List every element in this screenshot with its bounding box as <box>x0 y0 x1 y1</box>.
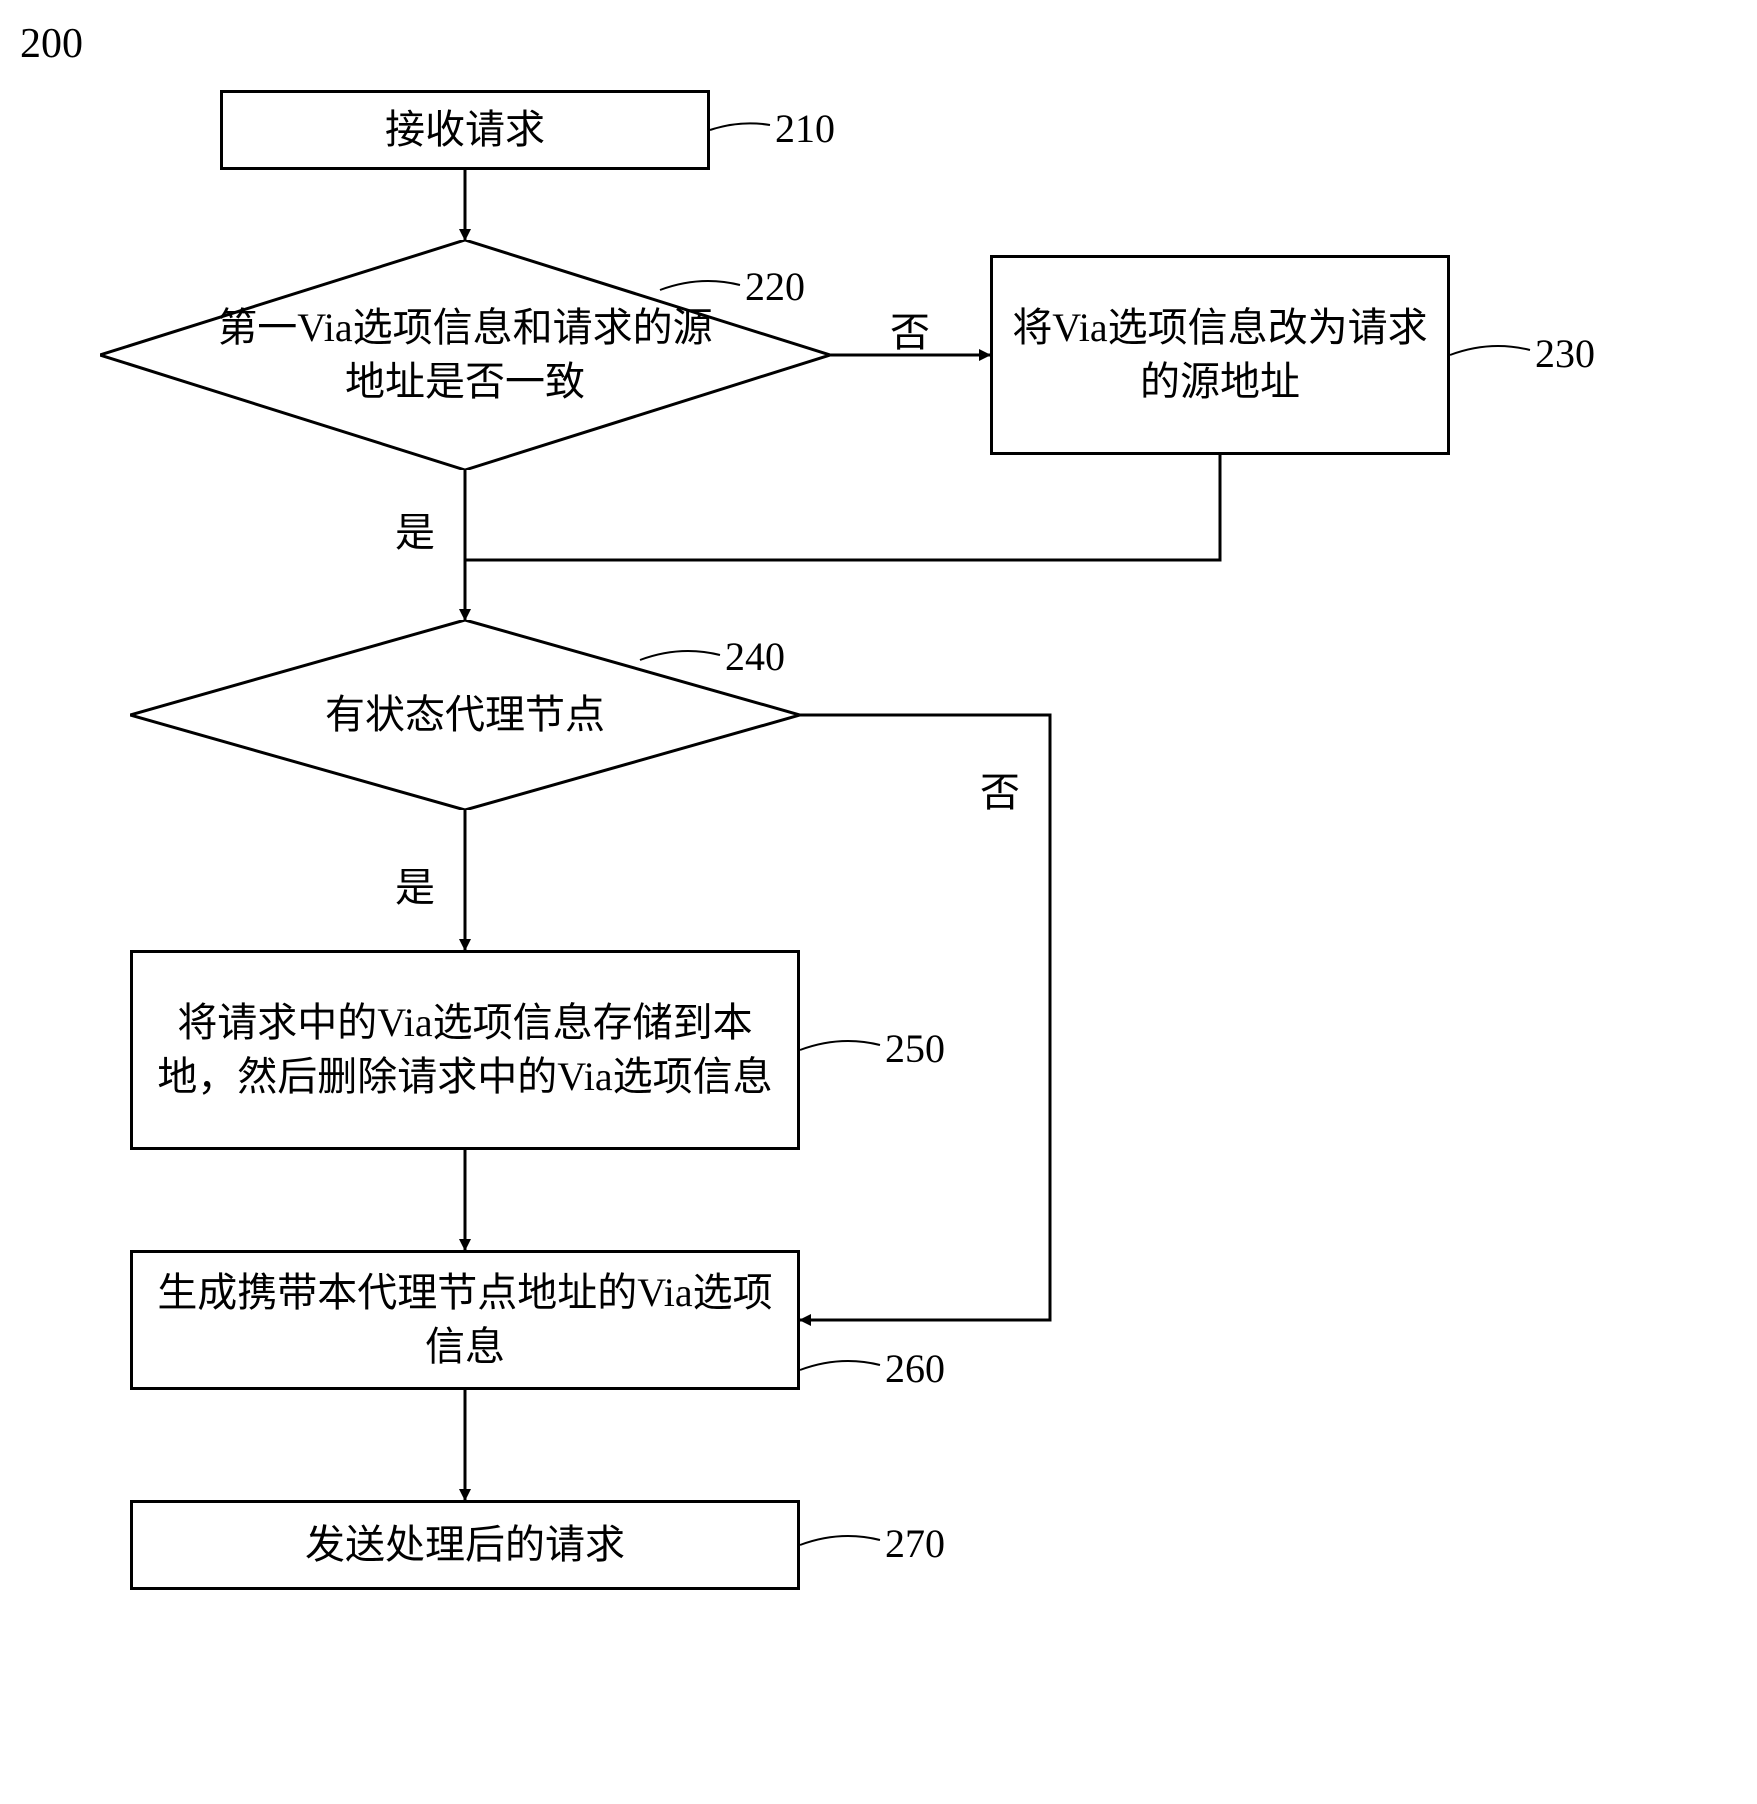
step-250-text: 将请求中的Via选项信息存储到本地，然后删除请求中的Via选项信息 <box>145 996 785 1104</box>
branch-220-no: 否 <box>890 300 930 358</box>
step-230-label: 230 <box>1535 330 1595 377</box>
step-260-text: 生成携带本代理节点地址的Via选项信息 <box>145 1266 785 1374</box>
step-210-label: 210 <box>775 105 835 152</box>
figure-number: 200 <box>20 20 83 68</box>
branch-220-yes: 是 <box>395 500 435 558</box>
step-220-diamond: 第一Via选项信息和请求的源地址是否一致 <box>100 240 830 470</box>
step-210-box: 接收请求 <box>220 90 710 170</box>
step-250-box: 将请求中的Via选项信息存储到本地，然后删除请求中的Via选项信息 <box>130 950 800 1150</box>
branch-240-yes: 是 <box>395 855 435 913</box>
step-260-box: 生成携带本代理节点地址的Via选项信息 <box>130 1250 800 1390</box>
step-230-box: 将Via选项信息改为请求的源地址 <box>990 255 1450 455</box>
step-210-text: 接收请求 <box>385 103 545 157</box>
step-250-label: 250 <box>885 1025 945 1072</box>
step-240-diamond: 有状态代理节点 <box>130 620 800 810</box>
flowchart-canvas: 200 接收请求 第一Via选项信息和请求的源地址是否一致 将Via选项信息改为… <box>0 0 1757 1804</box>
step-240-text: 有状态代理节点 <box>264 688 666 742</box>
step-220-text: 第一Via选项信息和请求的源地址是否一致 <box>210 301 721 409</box>
step-270-label: 270 <box>885 1520 945 1567</box>
step-260-label: 260 <box>885 1345 945 1392</box>
step-220-label: 220 <box>745 263 805 310</box>
step-230-text: 将Via选项信息改为请求的源地址 <box>1005 301 1435 409</box>
step-240-label: 240 <box>725 633 785 680</box>
branch-240-no: 否 <box>980 760 1020 818</box>
step-270-box: 发送处理后的请求 <box>130 1500 800 1590</box>
step-270-text: 发送处理后的请求 <box>305 1518 625 1572</box>
